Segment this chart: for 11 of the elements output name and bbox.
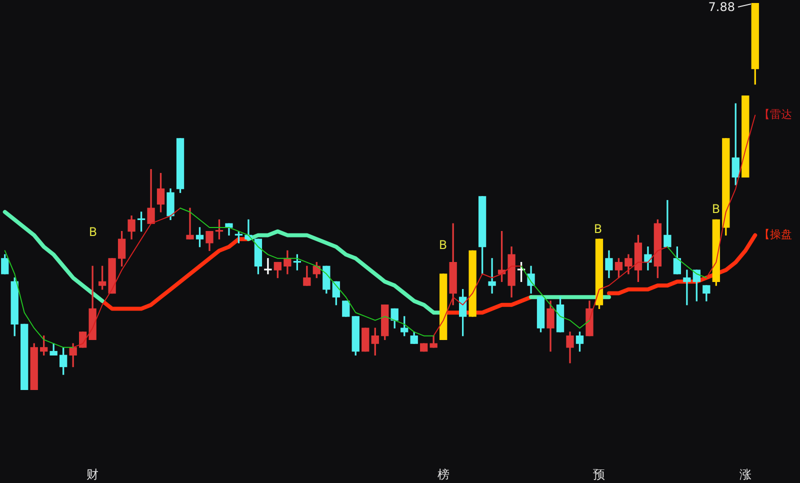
- x-tick-label: 预: [593, 467, 606, 482]
- annotation: B: [438, 238, 448, 252]
- series-label: 【操盘: [759, 228, 792, 242]
- annotation: 7.88: [708, 0, 735, 14]
- series-label: 【雷达: [759, 108, 792, 122]
- x-tick-label: 涨: [739, 467, 752, 482]
- annotation: B: [594, 222, 602, 236]
- annotation: B: [88, 225, 98, 240]
- x-tick-label: 财: [86, 467, 99, 482]
- annotation: B: [712, 202, 720, 216]
- x-tick-label: 榜: [437, 467, 450, 482]
